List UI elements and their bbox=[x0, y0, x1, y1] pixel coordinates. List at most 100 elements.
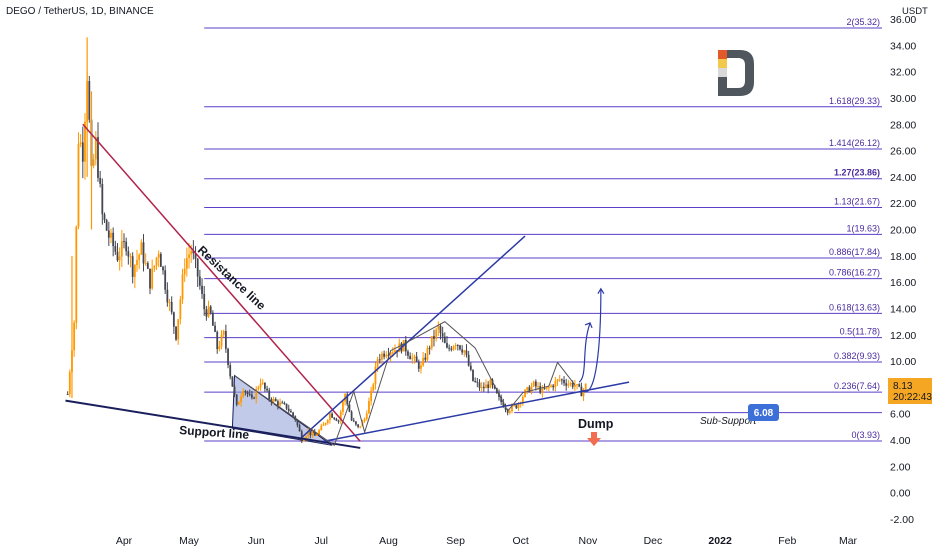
candle-body bbox=[329, 413, 331, 421]
candle-body bbox=[324, 422, 327, 425]
candle-body bbox=[233, 386, 236, 395]
candle-body bbox=[281, 402, 284, 404]
candle-body bbox=[146, 263, 149, 269]
candle-body bbox=[573, 385, 576, 387]
candle-body bbox=[235, 394, 238, 405]
candle-body bbox=[138, 254, 141, 260]
candle-body bbox=[224, 331, 227, 349]
candle-body bbox=[198, 276, 201, 286]
candle-body bbox=[75, 226, 78, 323]
candle-body bbox=[539, 386, 542, 393]
candle-body bbox=[136, 259, 138, 266]
fib-label: 0.786(16.27) bbox=[829, 268, 880, 278]
candle-body bbox=[268, 390, 271, 400]
candle-body bbox=[333, 417, 336, 419]
x-tick-label: Aug bbox=[379, 535, 398, 547]
x-tick-label: Jun bbox=[248, 535, 265, 547]
bar-countdown: 20:22:43 bbox=[893, 392, 932, 403]
candle-body bbox=[363, 419, 366, 421]
candle-body bbox=[469, 365, 472, 370]
x-tick-label: Feb bbox=[778, 535, 796, 547]
candle-body bbox=[107, 230, 110, 238]
resistance-line bbox=[82, 123, 361, 442]
fib-label: 1.13(21.67) bbox=[834, 197, 880, 207]
fib-label: 0(3.93) bbox=[851, 430, 880, 440]
candle-body bbox=[214, 325, 216, 332]
candle-body bbox=[534, 381, 537, 387]
candle-body bbox=[331, 413, 333, 418]
candle-body bbox=[192, 250, 195, 254]
candle-body bbox=[250, 394, 253, 398]
candle-body bbox=[576, 384, 578, 386]
candle-body bbox=[552, 385, 555, 388]
fib-label: 0.5(11.78) bbox=[840, 327, 880, 337]
candle-body bbox=[511, 405, 513, 412]
y-tick-label: 28.00 bbox=[890, 119, 916, 131]
candle-body bbox=[463, 350, 466, 353]
candle-body bbox=[567, 384, 570, 386]
x-tick-label: Dec bbox=[644, 535, 663, 547]
candle-body bbox=[194, 253, 197, 259]
candle-body bbox=[112, 232, 115, 247]
candle-body bbox=[242, 390, 245, 397]
candle-body bbox=[378, 359, 381, 361]
candle-body bbox=[261, 382, 264, 384]
fib-label: 1.414(26.12) bbox=[829, 138, 880, 148]
candle-body bbox=[537, 386, 539, 388]
candle-body bbox=[79, 142, 82, 145]
y-tick-label: 26.00 bbox=[890, 146, 916, 158]
candle-body bbox=[478, 382, 481, 388]
channel-lower-line bbox=[323, 381, 630, 443]
candle-body bbox=[426, 347, 429, 360]
candle-body bbox=[216, 331, 219, 350]
candle-body bbox=[515, 405, 518, 409]
candle-body bbox=[144, 263, 147, 265]
pattern-zigzag bbox=[234, 287, 605, 447]
candle-body bbox=[172, 312, 175, 327]
candle-body bbox=[305, 436, 307, 440]
candle-body bbox=[248, 394, 251, 396]
channel-upper-line bbox=[301, 235, 526, 438]
candle-body bbox=[88, 81, 91, 120]
x-tick-label: Sep bbox=[446, 535, 465, 547]
y-tick-label: 2.00 bbox=[890, 461, 911, 473]
candle-body bbox=[370, 390, 373, 402]
candle-body bbox=[170, 301, 173, 313]
candle-body bbox=[541, 388, 544, 393]
support-line-label: Support line bbox=[179, 423, 250, 442]
candle-body bbox=[153, 265, 156, 269]
x-tick-label: Jul bbox=[315, 535, 328, 547]
candle-body bbox=[209, 306, 212, 313]
candle-body bbox=[125, 241, 128, 252]
candle-body bbox=[472, 369, 474, 381]
candle-body bbox=[313, 432, 316, 436]
candle-body bbox=[292, 412, 294, 417]
x-tick-label: Nov bbox=[579, 535, 598, 547]
candle-body bbox=[571, 382, 574, 387]
candle-body bbox=[547, 386, 550, 388]
candle-body bbox=[285, 403, 288, 409]
candle-body bbox=[556, 379, 559, 382]
candle-body bbox=[517, 403, 520, 409]
support-line bbox=[65, 399, 361, 449]
candle-body bbox=[164, 270, 167, 290]
candle-body bbox=[263, 382, 266, 389]
candle-body bbox=[513, 405, 516, 407]
candle-body bbox=[140, 242, 143, 255]
candle-body bbox=[407, 351, 409, 356]
candle-body bbox=[474, 380, 477, 382]
candle-body bbox=[222, 331, 225, 335]
candle-body bbox=[240, 396, 242, 403]
sub-support-label: Sub-Support bbox=[700, 416, 757, 427]
candle-body bbox=[339, 411, 342, 421]
candle-body bbox=[116, 251, 119, 261]
candle-body bbox=[159, 253, 162, 267]
x-tick-label: Apr bbox=[116, 535, 133, 547]
candle-body bbox=[220, 334, 223, 347]
candle-body bbox=[92, 159, 95, 166]
candle-body bbox=[326, 420, 329, 423]
projection-arrow-high bbox=[580, 288, 602, 393]
candle-body bbox=[207, 306, 210, 317]
candle-body bbox=[155, 257, 158, 266]
